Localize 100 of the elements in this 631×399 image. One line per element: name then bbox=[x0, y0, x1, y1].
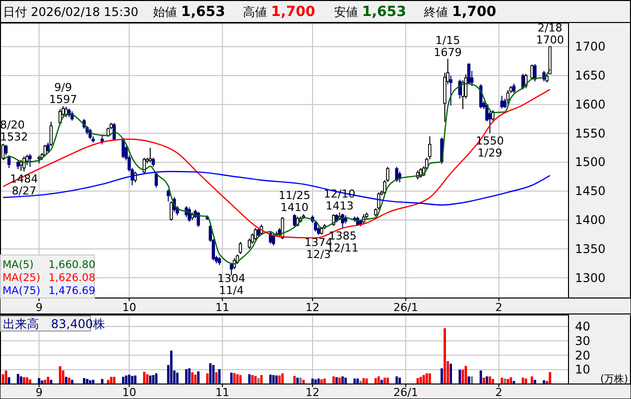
bar bbox=[320, 379, 323, 384]
bar bbox=[28, 379, 32, 384]
y-tick-label: 1450 bbox=[575, 184, 606, 198]
y-axis-title: (万株) bbox=[600, 373, 628, 385]
candlestick bbox=[467, 62, 470, 85]
bar bbox=[218, 369, 221, 384]
candlestick bbox=[188, 206, 191, 222]
x-tick-label: 12 bbox=[306, 301, 320, 314]
annotation: 1304 11/4 bbox=[217, 272, 246, 297]
bar bbox=[396, 376, 398, 384]
bar bbox=[40, 380, 44, 384]
bar bbox=[170, 350, 172, 384]
bar bbox=[125, 376, 128, 384]
bar bbox=[386, 378, 389, 384]
bar bbox=[215, 372, 218, 384]
chart-title: 出来高 83,400株 bbox=[3, 317, 105, 331]
bar bbox=[365, 378, 368, 384]
bar bbox=[176, 372, 179, 384]
bar bbox=[504, 378, 506, 384]
candlestick bbox=[43, 144, 47, 157]
annotation: 8/20 1532 bbox=[0, 118, 28, 144]
candlestick bbox=[142, 157, 146, 174]
bar bbox=[230, 372, 233, 384]
bar bbox=[486, 376, 488, 384]
candlestick bbox=[154, 170, 158, 188]
bar bbox=[332, 376, 335, 384]
bar bbox=[38, 378, 40, 384]
bar bbox=[212, 365, 215, 384]
y-tick-label: 30 bbox=[575, 334, 590, 348]
bar bbox=[194, 374, 197, 384]
bar bbox=[233, 373, 236, 384]
candlestick bbox=[28, 154, 32, 168]
y-tick-label: 1550 bbox=[575, 126, 606, 140]
y-tick-label: 1650 bbox=[575, 68, 606, 83]
bar bbox=[62, 370, 64, 384]
y-tick-label: 1300 bbox=[575, 270, 606, 285]
candlestick bbox=[506, 90, 510, 105]
bar bbox=[143, 372, 146, 384]
bar bbox=[374, 378, 377, 384]
text: 高値 1,700 bbox=[243, 4, 316, 20]
bar bbox=[110, 376, 112, 384]
bar bbox=[377, 376, 380, 384]
bar bbox=[68, 378, 70, 384]
bar bbox=[383, 378, 386, 384]
bar bbox=[128, 374, 130, 384]
annotation: 1/15 1679 bbox=[434, 34, 462, 59]
bar bbox=[311, 378, 314, 384]
bar bbox=[206, 373, 209, 384]
bar bbox=[458, 370, 462, 384]
candlestick bbox=[395, 166, 398, 182]
candlestick bbox=[238, 241, 242, 255]
bar bbox=[239, 375, 242, 384]
bar bbox=[524, 378, 528, 384]
candlestick bbox=[166, 188, 170, 202]
candlestick bbox=[106, 127, 110, 138]
bar bbox=[488, 376, 492, 384]
text: MA(5) 1,660.80 bbox=[2, 259, 96, 271]
candlestick bbox=[122, 137, 125, 159]
annotation: 11/25 1410 bbox=[278, 189, 310, 214]
bar bbox=[122, 376, 124, 384]
bar bbox=[482, 378, 486, 384]
candlestick bbox=[49, 121, 53, 147]
candlestick bbox=[500, 95, 504, 110]
candlestick bbox=[4, 144, 8, 156]
x-tick-label: 26/1 bbox=[393, 386, 418, 399]
bar bbox=[197, 371, 200, 384]
bar bbox=[422, 375, 425, 384]
bar bbox=[356, 378, 359, 384]
bar bbox=[191, 372, 194, 384]
candlestick bbox=[503, 98, 506, 108]
x-tick-label: 26/1 bbox=[393, 301, 418, 314]
x-tick-label: 10 bbox=[122, 386, 136, 399]
x-tick-label: 10 bbox=[122, 301, 136, 314]
text: 終値 1,700 bbox=[423, 4, 497, 20]
bar bbox=[338, 378, 341, 384]
bar bbox=[323, 378, 326, 384]
bar bbox=[470, 376, 474, 384]
bar bbox=[149, 376, 152, 384]
bar bbox=[188, 368, 191, 384]
y-tick-label: 1500 bbox=[575, 155, 606, 170]
candlestick bbox=[196, 211, 200, 228]
text: 安値 1,653 bbox=[334, 4, 406, 20]
bar bbox=[468, 376, 470, 384]
bar bbox=[335, 377, 338, 384]
bar bbox=[420, 376, 422, 384]
candlestick bbox=[398, 170, 402, 183]
bar bbox=[440, 368, 443, 384]
y-tick-label: 1600 bbox=[575, 97, 606, 112]
bar bbox=[450, 364, 452, 384]
annotation: 2/18 1700 bbox=[536, 22, 564, 47]
bar bbox=[492, 378, 494, 384]
candlestick bbox=[170, 201, 173, 222]
y-tick-label: 1700 bbox=[575, 40, 606, 54]
candlestick bbox=[449, 75, 452, 106]
x-tick-label: 11 bbox=[215, 386, 230, 399]
y-tick-label: 10 bbox=[575, 362, 590, 377]
bar bbox=[464, 366, 468, 384]
bar bbox=[236, 374, 239, 384]
bar bbox=[428, 373, 431, 384]
x-tick-label: 11 bbox=[215, 301, 230, 314]
